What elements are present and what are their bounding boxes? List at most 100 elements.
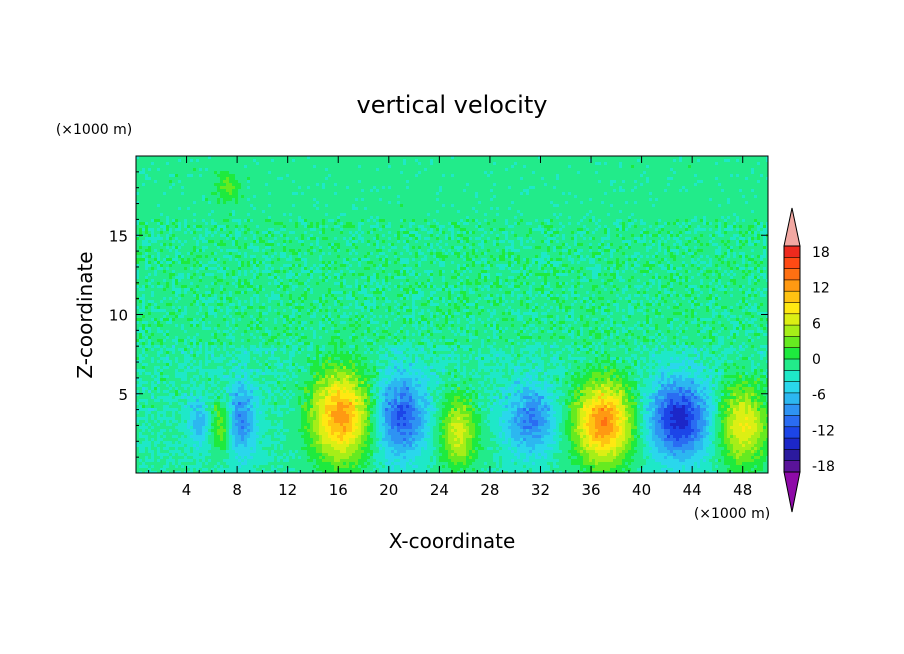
contour-cell [247, 291, 256, 294]
contour-cell [445, 300, 448, 303]
contour-cell [295, 180, 358, 183]
contour-cell [553, 321, 556, 324]
contour-cell [448, 291, 451, 294]
contour-cell [523, 237, 529, 240]
contour-cell [337, 249, 340, 252]
contour-cell [322, 225, 325, 228]
contour-cell [193, 168, 196, 171]
contour-cell [760, 267, 763, 270]
contour-cell [346, 258, 349, 261]
contour-cell [562, 300, 565, 303]
contour-cell [706, 270, 712, 273]
contour-cell [334, 297, 337, 300]
contour-cell [511, 270, 520, 273]
contour-cell [136, 159, 178, 162]
contour-cell [322, 309, 325, 312]
contour-cell [556, 318, 559, 321]
contour-cell [670, 234, 673, 237]
contour-cell [181, 246, 193, 249]
contour-cell [466, 219, 469, 222]
contour-cell [154, 270, 157, 273]
contour-cell [244, 228, 247, 231]
contour-cell [352, 243, 355, 246]
contour-cell [166, 234, 169, 237]
contour-cell [166, 270, 172, 273]
contour-cell [514, 282, 520, 285]
contour-cell [502, 294, 505, 297]
contour-cell [355, 237, 358, 240]
contour-cell [418, 162, 421, 165]
contour-cell [601, 237, 610, 240]
contour-cell [679, 276, 682, 279]
contour-cell [754, 258, 760, 261]
contour-cell [433, 234, 436, 237]
contour-cell [592, 243, 598, 246]
contour-cell [619, 258, 628, 261]
contour-cell [358, 315, 361, 318]
contour-cell [319, 303, 322, 306]
contour-cell [724, 324, 733, 327]
contour-cell [730, 246, 733, 249]
contour-cell [712, 228, 718, 231]
contour-cell [760, 291, 763, 294]
contour-cell [247, 279, 250, 282]
contour-cell [331, 294, 334, 297]
contour-cell [409, 306, 412, 309]
contour-cell [643, 303, 646, 306]
contour-cell [382, 246, 385, 249]
contour-cell [136, 180, 154, 183]
contour-cell [208, 315, 214, 318]
contour-cell [436, 318, 439, 321]
contour-cell [529, 270, 532, 273]
contour-cell [487, 219, 493, 222]
contour-cell [400, 252, 403, 255]
contour-cell [220, 246, 238, 249]
contour-cell [706, 306, 709, 309]
contour-cell [241, 309, 244, 312]
contour-cell [610, 309, 616, 312]
contour-cell [322, 315, 325, 318]
contour-cell [280, 303, 283, 306]
contour-cell [634, 294, 640, 297]
contour-cell [463, 252, 466, 255]
contour-cell [514, 300, 520, 303]
contour-cell [214, 219, 223, 222]
contour-cell [610, 324, 613, 327]
contour-cell [385, 282, 388, 285]
contour-cell [646, 228, 655, 231]
contour-cell [313, 165, 316, 168]
contour-cell [454, 156, 538, 159]
contour-cell [136, 270, 139, 273]
contour-cell [535, 261, 538, 264]
contour-cell [196, 240, 199, 243]
contour-cell [445, 234, 448, 237]
contour-cell [244, 312, 247, 315]
contour-cell [568, 255, 571, 258]
contour-cell [682, 276, 685, 279]
contour-cell [448, 282, 457, 285]
contour-cell [628, 285, 631, 288]
contour-cell [385, 234, 394, 237]
contour-cell [319, 309, 322, 312]
contour-cell [433, 294, 448, 297]
contour-cell [742, 276, 745, 279]
contour-cell [148, 246, 151, 249]
contour-cell [694, 264, 697, 267]
contour-cell [745, 252, 763, 255]
contour-cell [415, 255, 418, 258]
contour-cell [406, 180, 409, 183]
contour-cell [454, 252, 460, 255]
contour-cell [241, 234, 253, 237]
contour-cell [544, 279, 547, 282]
contour-cell [448, 312, 451, 315]
contour-cell [694, 183, 697, 186]
contour-cell [556, 216, 559, 219]
contour-cell [745, 255, 748, 258]
contour-cell [313, 306, 316, 309]
contour-cell [154, 231, 160, 234]
contour-cell [514, 222, 517, 225]
contour-cell [217, 294, 223, 297]
contour-cell [211, 156, 307, 159]
contour-cell [307, 261, 322, 264]
contour-cell [295, 300, 301, 303]
